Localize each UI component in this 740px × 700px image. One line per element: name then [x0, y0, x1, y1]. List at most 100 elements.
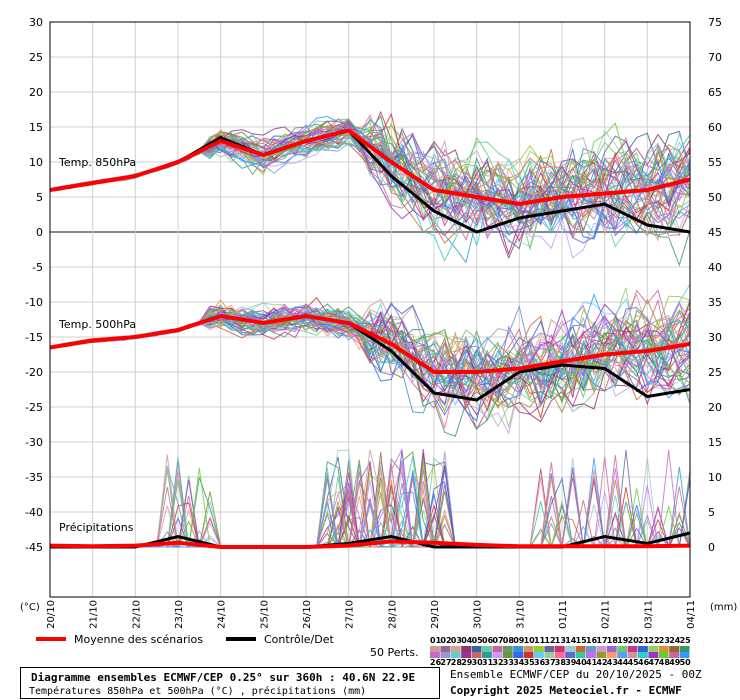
pert-swatch [575, 652, 586, 658]
right-tick-label: 50 [708, 191, 722, 204]
pert-number: 26 [430, 658, 442, 667]
left-tick-label: 20 [29, 86, 43, 99]
pert-swatch [648, 646, 659, 652]
pert-swatch [617, 652, 628, 658]
pert-number: 25 [680, 636, 692, 645]
chart-caption-box: Diagramme ensembles ECMWF/CEP 0.25° sur … [20, 667, 440, 699]
right-tick-label: 35 [708, 296, 722, 309]
pert-swatch [492, 652, 503, 658]
pert-number: 33 [503, 658, 514, 667]
pert-swatch [492, 646, 503, 652]
mean-line [49, 539, 691, 549]
pert-number: 07 [492, 636, 503, 645]
pert-swatch [679, 646, 690, 652]
pert-number: 12 [544, 636, 555, 645]
left-tick-label: -45 [25, 541, 43, 554]
left-tick-label: 5 [36, 191, 43, 204]
x-tick-label: 04/11 [686, 600, 697, 629]
pert-swatch [627, 646, 638, 652]
pert-number: 15 [576, 636, 588, 645]
x-tick-label: 21/10 [89, 600, 100, 629]
pert-number: 46 [638, 658, 650, 667]
pert-swatch [638, 652, 648, 658]
x-tick-label: 01/11 [558, 600, 569, 629]
x-tick-label: 24/10 [217, 600, 228, 629]
pert-number: 16 [586, 636, 598, 645]
pert-swatch [575, 646, 586, 652]
control-line [50, 531, 691, 549]
left-axis-unit: (°C) [20, 602, 40, 613]
left-tick-label: -35 [25, 471, 43, 484]
legend-mean-label: Moyenne des scénarios [74, 633, 203, 646]
pert-number: 21 [638, 636, 650, 645]
right-tick-label: 5 [708, 506, 715, 519]
ensemble-members [49, 110, 691, 549]
pert-swatch [617, 646, 628, 652]
pert-swatch [544, 646, 555, 652]
left-tick-label: 30 [29, 16, 43, 29]
pert-number: 13 [555, 636, 566, 645]
pert-number: 14 [565, 636, 577, 645]
perturbation-color-grid: 01 02 03 04 05 06 07 08 09 10 11 12 13 14 15 16 17 18 19 20… [430, 636, 691, 667]
pert-number: 08 [503, 636, 515, 645]
member-line [49, 117, 691, 237]
pert-swatch [606, 652, 617, 658]
pert-swatch [627, 652, 638, 658]
pert-swatch [544, 652, 555, 658]
chart-caption-title: Diagramme ensembles ECMWF/CEP 0.25° sur … [31, 671, 416, 684]
panel-label-500: Temp. 500hPa [58, 318, 136, 331]
x-tick-label: 30/10 [473, 600, 484, 629]
pert-number: 42 [596, 658, 607, 667]
left-tick-label: -25 [25, 401, 43, 414]
pert-swatch [450, 646, 461, 652]
pert-number: 18 [607, 636, 619, 645]
pert-swatch [638, 646, 648, 652]
pert-number: 39 [565, 658, 577, 667]
panel-label-precip: Précipitations [59, 521, 134, 534]
pert-swatch [502, 646, 513, 652]
pert-swatch [565, 646, 576, 652]
pert-swatch [606, 646, 617, 652]
member-precip-line [50, 482, 690, 548]
right-tick-label: 55 [708, 156, 722, 169]
plot-frame [49, 21, 691, 598]
pert-number: 41 [586, 658, 598, 667]
pert-number: 11 [534, 636, 546, 645]
mean-line [49, 313, 691, 374]
pert-number: 30 [472, 658, 484, 667]
pert-swatch [461, 652, 472, 658]
pert-number: 05 [472, 636, 484, 645]
x-tick-label: 22/10 [131, 600, 142, 629]
pert-swatch [482, 646, 492, 652]
pert-swatch [440, 652, 451, 658]
left-tick-label: -30 [25, 436, 43, 449]
left-tick-label: -40 [25, 506, 43, 519]
pert-number: 10 [524, 636, 536, 645]
pert-swatch [596, 646, 607, 652]
pert-number: 40 [576, 658, 588, 667]
pert-swatch [450, 652, 461, 658]
pert-number: 29 [461, 658, 473, 667]
pert-swatch [471, 652, 482, 658]
pert-number: 32 [492, 658, 503, 667]
panel-label-850: Temp. 850hPa [58, 156, 136, 169]
x-tick-label: 02/11 [601, 600, 612, 629]
right-tick-label: 60 [708, 121, 722, 134]
right-tick-label: 45 [708, 226, 722, 239]
pert-swatch [534, 652, 544, 658]
pert-swatch [430, 646, 440, 652]
left-tick-label: 10 [29, 156, 43, 169]
pert-swatch [554, 646, 565, 652]
pert-number: 47 [648, 658, 659, 667]
copyright: Copyright 2025 Meteociel.fr - ECMWF [450, 684, 682, 697]
pert-swatch [565, 652, 576, 658]
member-line [49, 133, 691, 238]
pert-swatch [596, 652, 607, 658]
right-tick-label: 75 [708, 16, 722, 29]
right-tick-label: 25 [708, 366, 722, 379]
mean-lines [49, 128, 691, 549]
pert-number: 22 [648, 636, 659, 645]
left-tick-label: -10 [25, 296, 43, 309]
pert-swatch [658, 652, 669, 658]
pert-swatch [586, 652, 596, 658]
